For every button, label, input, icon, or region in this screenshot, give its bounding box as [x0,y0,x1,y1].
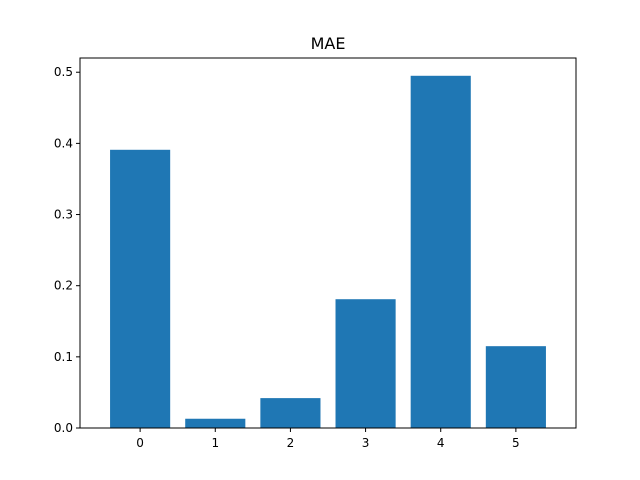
bar-0 [110,149,171,429]
y-tick-label: 0.3 [54,208,73,222]
bars-group [110,75,546,429]
bar-4 [410,75,471,429]
y-tick-label: 0.4 [54,136,73,150]
x-tick-label: 3 [362,436,370,450]
x-tick-label: 5 [512,436,520,450]
bar-3 [335,299,396,428]
bar-5 [485,346,546,428]
y-axis-ticks: 0.0 0.1 0.2 0.3 0.4 0.5 [54,65,80,435]
x-tick-label: 1 [211,436,219,450]
x-tick-label: 0 [136,436,144,450]
bar-2 [260,398,321,428]
y-tick-label: 0.2 [54,279,73,293]
x-tick-label: 2 [287,436,295,450]
bar-1 [185,418,246,428]
y-tick-label: 0.1 [54,350,73,364]
y-tick-label: 0.0 [54,421,73,435]
y-tick-label: 0.5 [54,65,73,79]
x-tick-label: 4 [437,436,445,450]
x-axis-ticks: 0 1 2 3 4 5 [136,428,520,450]
plot-frame [79,57,577,429]
chart-title: MAE [311,34,346,53]
